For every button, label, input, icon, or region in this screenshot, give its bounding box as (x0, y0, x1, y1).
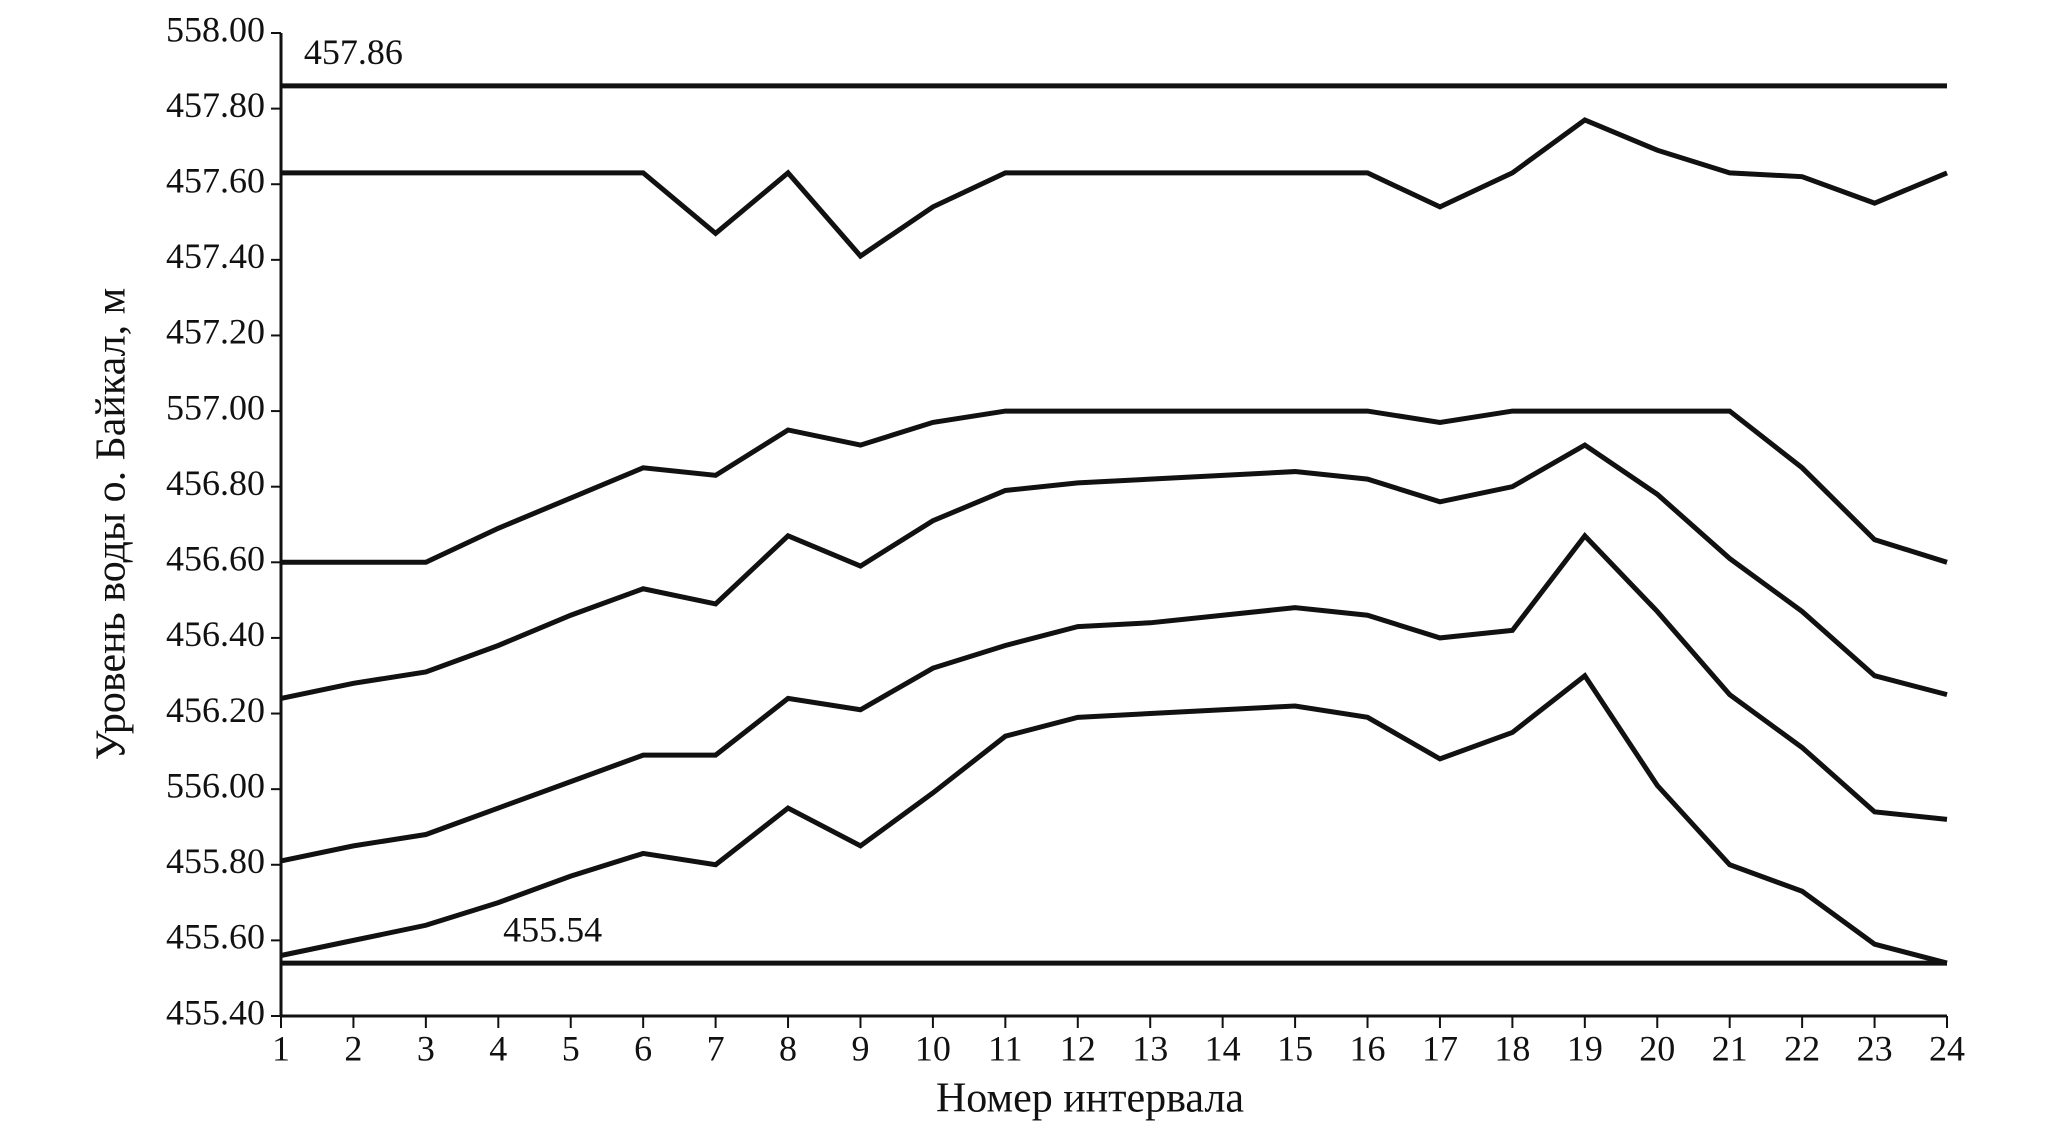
y-tick-label: 457.80 (166, 85, 265, 125)
series-line (281, 117, 1948, 260)
x-tick-label: 15 (1277, 1028, 1313, 1068)
y-tick-label: 455.40 (166, 992, 265, 1032)
y-tick-label: 455.60 (166, 917, 265, 957)
x-tick-label: 7 (707, 1028, 725, 1068)
y-tick-label: 456.80 (166, 463, 265, 503)
x-tick-label: 8 (779, 1028, 797, 1068)
x-tick-label: 1 (272, 1028, 290, 1068)
x-tick-label: 4 (489, 1028, 507, 1068)
x-tick-label: 10 (915, 1028, 951, 1068)
reference-label: 457.86 (304, 32, 403, 72)
x-tick-label: 18 (1494, 1028, 1530, 1068)
series-line (281, 408, 1948, 565)
x-axis-title: Номер интервала (936, 1076, 1244, 1122)
x-tick-label: 6 (634, 1028, 652, 1068)
y-tick-label: 457.60 (166, 160, 265, 200)
y-tick-label: 456.60 (166, 539, 265, 579)
x-tick-label: 21 (1712, 1028, 1748, 1068)
reference-label: 455.54 (503, 909, 602, 949)
x-tick-label: 19 (1567, 1028, 1603, 1068)
y-tick-label: 457.40 (166, 236, 265, 276)
series-line (280, 672, 1948, 966)
y-tick-label: 556.00 (166, 765, 265, 805)
y-tick-label: 455.80 (166, 841, 265, 881)
x-tick-label: 9 (851, 1028, 869, 1068)
y-tick-label: 557.00 (166, 387, 265, 427)
y-tick-label: 456.20 (166, 690, 265, 730)
x-tick-label: 5 (562, 1028, 580, 1068)
x-tick-label: 3 (417, 1028, 435, 1068)
series-line (280, 442, 1948, 701)
y-tick-label: 457.20 (166, 312, 265, 352)
x-tick-label: 17 (1422, 1028, 1458, 1068)
y-tick-label: 558.00 (166, 9, 265, 49)
x-tick-label: 23 (1857, 1028, 1893, 1068)
x-tick-label: 16 (1350, 1028, 1386, 1068)
x-tick-label: 11 (988, 1028, 1023, 1068)
y-tick-label: 456.40 (166, 614, 265, 654)
x-tick-label: 13 (1132, 1028, 1168, 1068)
y-axis-title: Уровень воды о. Байкал, м (89, 288, 135, 760)
x-tick-label: 12 (1060, 1028, 1096, 1068)
x-tick-label: 22 (1784, 1028, 1820, 1068)
x-tick-label: 14 (1205, 1028, 1241, 1068)
x-tick-label: 20 (1639, 1028, 1675, 1068)
x-tick-label: 2 (344, 1028, 362, 1068)
x-tick-label: 24 (1929, 1028, 1965, 1068)
series-line (280, 532, 1948, 864)
